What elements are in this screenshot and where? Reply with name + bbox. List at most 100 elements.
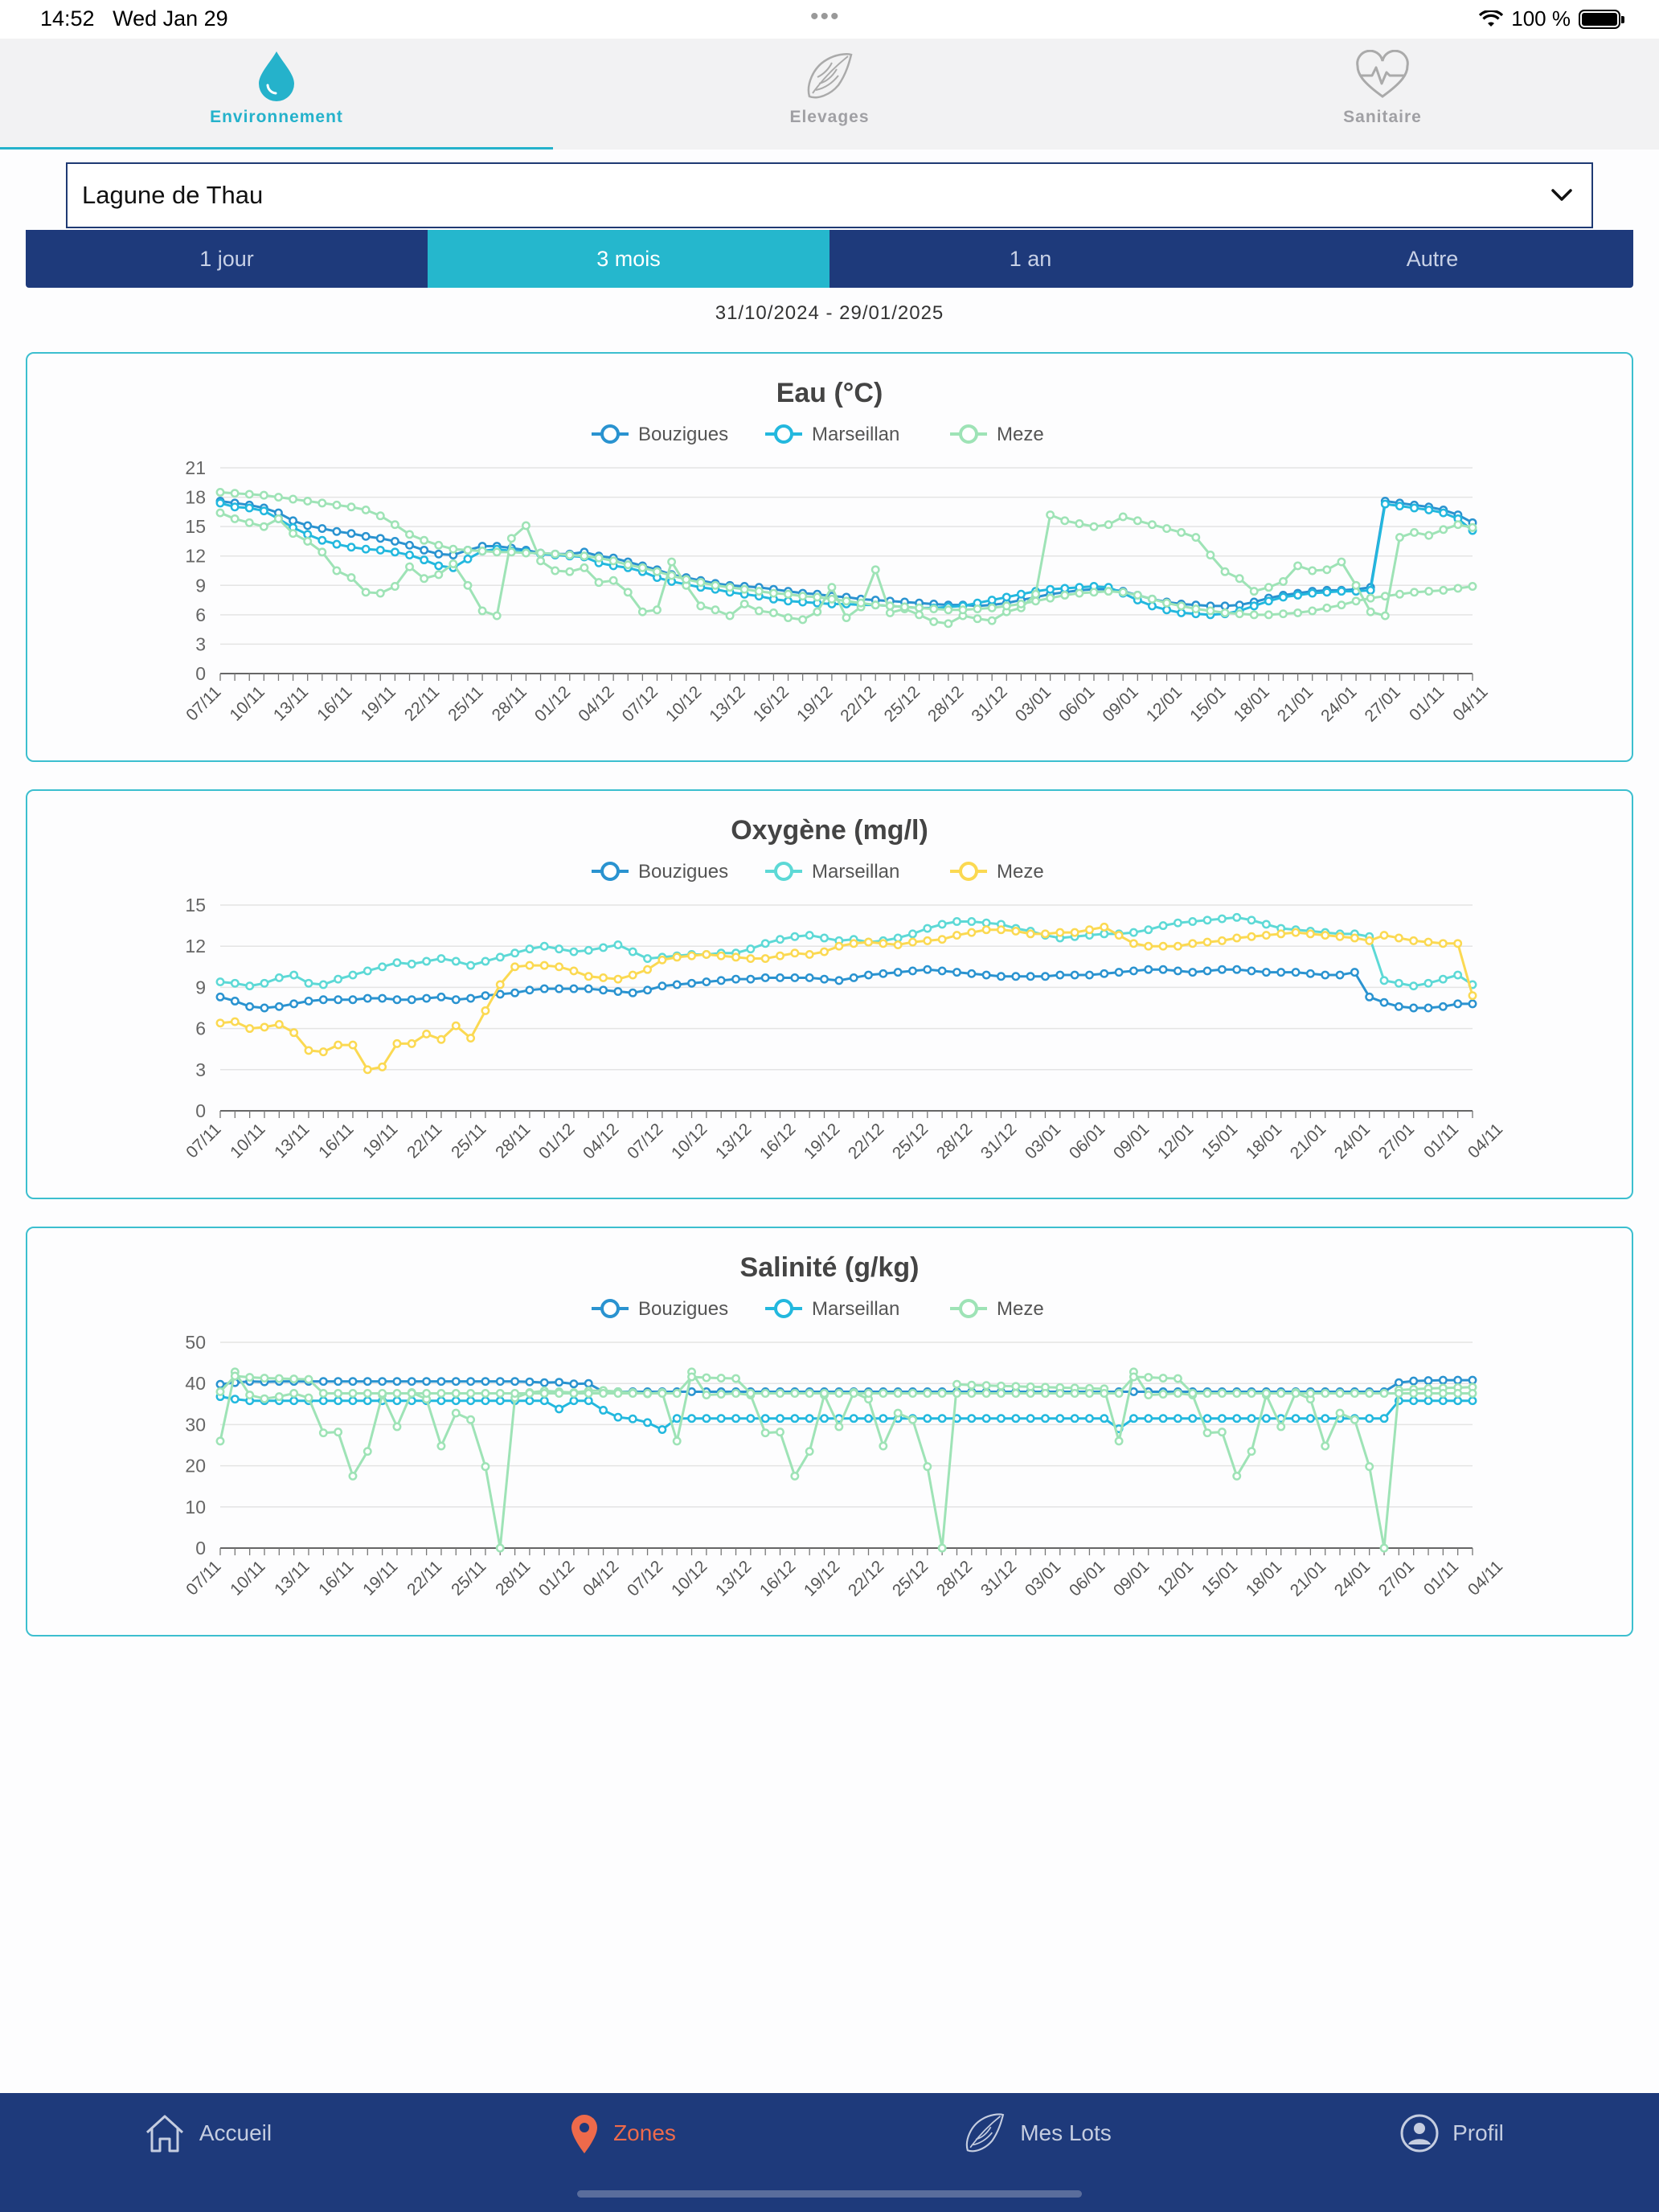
data-point[interactable] (1264, 596, 1273, 606)
data-point[interactable] (849, 1389, 858, 1398)
data-point[interactable] (466, 961, 476, 970)
data-point[interactable] (1249, 610, 1259, 620)
data-point[interactable] (1291, 1389, 1301, 1398)
data-point[interactable] (215, 488, 225, 497)
data-point[interactable] (827, 594, 837, 604)
data-point[interactable] (436, 1034, 446, 1044)
data-point[interactable] (363, 1389, 372, 1398)
data-point[interactable] (317, 498, 327, 508)
data-point[interactable] (555, 984, 564, 993)
data-point[interactable] (230, 514, 240, 523)
data-point[interactable] (405, 551, 414, 559)
data-point[interactable] (1016, 599, 1026, 608)
data-point[interactable] (1247, 1414, 1256, 1423)
data-point[interactable] (790, 1389, 800, 1398)
data-point[interactable] (760, 973, 770, 982)
data-point[interactable] (944, 619, 953, 629)
data-point[interactable] (495, 1377, 505, 1387)
data-point[interactable] (908, 937, 917, 947)
data-point[interactable] (1321, 970, 1330, 980)
data-point[interactable] (687, 1372, 696, 1382)
data-point[interactable] (923, 924, 932, 933)
data-point[interactable] (378, 1377, 387, 1387)
data-point[interactable] (1395, 533, 1404, 543)
data-point[interactable] (407, 1389, 416, 1398)
data-point[interactable] (1395, 502, 1404, 510)
data-point[interactable] (215, 508, 225, 518)
data-point[interactable] (1144, 941, 1153, 951)
data-point[interactable] (289, 494, 298, 504)
data-point[interactable] (1011, 1382, 1021, 1391)
data-point[interactable] (731, 1389, 740, 1398)
data-point[interactable] (1308, 588, 1317, 598)
data-point[interactable] (1232, 1414, 1242, 1423)
data-point[interactable] (304, 1374, 313, 1384)
data-point[interactable] (1379, 1414, 1389, 1423)
data-point[interactable] (739, 599, 749, 608)
data-point[interactable] (805, 931, 814, 940)
data-point[interactable] (997, 1389, 1006, 1398)
data-point[interactable] (420, 555, 429, 565)
data-point[interactable] (1026, 972, 1035, 981)
data-point[interactable] (318, 1428, 328, 1438)
data-point[interactable] (1235, 609, 1244, 619)
data-point[interactable] (981, 925, 991, 935)
data-point[interactable] (879, 969, 888, 978)
data-point[interactable] (820, 947, 829, 956)
data-point[interactable] (687, 978, 696, 988)
data-point[interactable] (885, 608, 895, 617)
data-point[interactable] (1031, 596, 1040, 606)
data-point[interactable] (987, 596, 997, 605)
data-point[interactable] (569, 1389, 579, 1398)
data-point[interactable] (1438, 974, 1448, 984)
data-point[interactable] (1366, 585, 1375, 595)
data-point[interactable] (1147, 594, 1157, 604)
data-point[interactable] (555, 1389, 564, 1398)
data-point[interactable] (1350, 968, 1359, 977)
data-point[interactable] (653, 605, 662, 615)
data-point[interactable] (1031, 589, 1040, 599)
data-point[interactable] (1177, 601, 1186, 611)
data-point[interactable] (608, 556, 618, 566)
data-point[interactable] (584, 1378, 593, 1388)
data-point[interactable] (363, 1065, 372, 1075)
data-point[interactable] (613, 1412, 623, 1422)
data-point[interactable] (798, 592, 808, 601)
data-point[interactable] (1232, 933, 1242, 943)
data-point[interactable] (1011, 972, 1021, 981)
data-point[interactable] (1232, 965, 1242, 974)
data-point[interactable] (318, 1396, 328, 1406)
data-point[interactable] (952, 1389, 961, 1398)
data-point[interactable] (997, 1414, 1006, 1423)
data-point[interactable] (981, 1389, 991, 1398)
data-point[interactable] (449, 544, 458, 554)
data-point[interactable] (274, 493, 283, 502)
data-point[interactable] (420, 535, 429, 545)
data-point[interactable] (790, 932, 800, 941)
data-point[interactable] (317, 547, 327, 557)
data-point[interactable] (451, 1021, 461, 1030)
data-point[interactable] (731, 1414, 740, 1423)
data-point[interactable] (1379, 1389, 1389, 1398)
data-point[interactable] (230, 997, 240, 1006)
data-point[interactable] (245, 1373, 255, 1382)
data-point[interactable] (893, 940, 903, 949)
data-point[interactable] (303, 496, 313, 506)
data-point[interactable] (1188, 968, 1198, 977)
data-point[interactable] (923, 965, 932, 974)
data-point[interactable] (318, 1377, 328, 1387)
data-point[interactable] (230, 1371, 240, 1381)
data-point[interactable] (981, 1381, 991, 1391)
data-point[interactable] (436, 1389, 446, 1398)
data-point[interactable] (1365, 1389, 1374, 1398)
data-point[interactable] (1114, 1436, 1124, 1446)
zone-select[interactable]: Lagune de Thau (66, 162, 1593, 228)
data-point[interactable] (1366, 593, 1375, 603)
data-point[interactable] (1453, 1389, 1463, 1398)
data-point[interactable] (1206, 606, 1215, 616)
data-point[interactable] (495, 989, 505, 999)
data-point[interactable] (481, 1389, 490, 1398)
data-point[interactable] (230, 489, 240, 498)
data-point[interactable] (923, 1462, 932, 1472)
data-point[interactable] (1089, 588, 1099, 597)
